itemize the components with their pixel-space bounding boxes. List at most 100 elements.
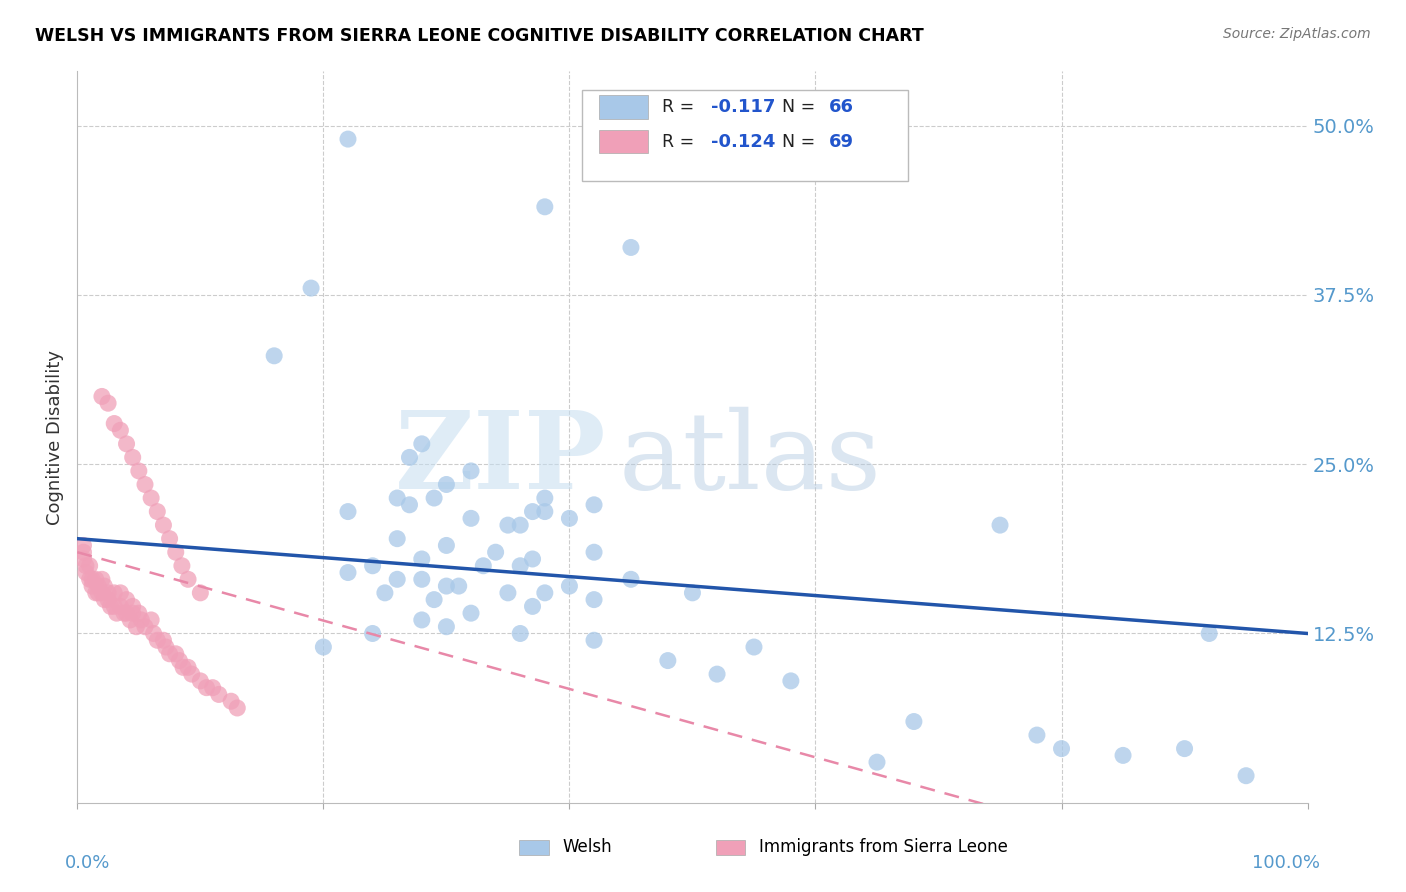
Point <box>90 389 114 403</box>
Point <box>159 647 181 661</box>
Point <box>583 545 606 559</box>
Text: -0.124: -0.124 <box>711 133 775 151</box>
Point <box>436 579 458 593</box>
Point <box>79 558 101 573</box>
Point <box>780 673 803 688</box>
Point <box>534 505 557 519</box>
Point <box>115 606 138 620</box>
Point <box>620 240 643 254</box>
Text: N =: N = <box>782 98 821 116</box>
Point <box>208 688 231 702</box>
Point <box>125 620 148 634</box>
Point <box>105 606 128 620</box>
Point <box>385 491 409 505</box>
Point <box>134 477 156 491</box>
Point <box>398 450 420 465</box>
Point <box>337 566 360 580</box>
Point <box>165 545 187 559</box>
Point <box>97 396 120 410</box>
Point <box>152 518 174 533</box>
Point <box>219 694 242 708</box>
Point <box>312 640 335 654</box>
Point <box>522 552 544 566</box>
Point <box>299 281 322 295</box>
FancyBboxPatch shape <box>599 130 648 153</box>
Point <box>146 633 169 648</box>
Point <box>141 491 163 505</box>
Text: Welsh: Welsh <box>562 838 612 856</box>
Point <box>87 586 110 600</box>
Point <box>177 660 200 674</box>
Point <box>97 586 120 600</box>
Point <box>558 579 581 593</box>
Point <box>165 647 187 661</box>
Point <box>90 572 114 586</box>
Point <box>558 511 581 525</box>
Point <box>1234 769 1257 783</box>
Point <box>903 714 925 729</box>
Y-axis label: Cognitive Disability: Cognitive Disability <box>46 350 65 524</box>
Point <box>128 464 150 478</box>
Point <box>583 592 606 607</box>
Point <box>534 491 557 505</box>
Point <box>263 349 285 363</box>
Text: WELSH VS IMMIGRANTS FROM SIERRA LEONE COGNITIVE DISABILITY CORRELATION CHART: WELSH VS IMMIGRANTS FROM SIERRA LEONE CO… <box>35 27 924 45</box>
Text: 0.0%: 0.0% <box>65 854 111 872</box>
Point <box>361 558 384 573</box>
Point <box>385 532 409 546</box>
Point <box>90 586 114 600</box>
Point <box>411 613 433 627</box>
Point <box>436 477 458 491</box>
Text: 100.0%: 100.0% <box>1251 854 1320 872</box>
Point <box>423 491 446 505</box>
Point <box>103 599 125 614</box>
Point <box>121 606 143 620</box>
Point <box>447 579 470 593</box>
Point <box>583 633 606 648</box>
Point <box>72 538 94 552</box>
Text: -0.117: -0.117 <box>711 98 775 116</box>
Point <box>82 579 104 593</box>
Point <box>172 660 194 674</box>
Text: atlas: atlas <box>619 407 882 512</box>
Point <box>583 498 606 512</box>
Point <box>706 667 728 681</box>
Point <box>657 654 679 668</box>
Point <box>1026 728 1049 742</box>
Point <box>411 552 433 566</box>
Point <box>72 545 94 559</box>
Point <box>100 599 122 614</box>
Point <box>93 592 115 607</box>
Point <box>485 545 508 559</box>
Point <box>188 673 212 688</box>
Point <box>496 586 519 600</box>
Point <box>460 464 482 478</box>
Point <box>411 437 433 451</box>
Point <box>120 613 142 627</box>
Point <box>79 572 101 586</box>
Point <box>110 599 132 614</box>
Point <box>152 633 174 648</box>
Point <box>496 518 519 533</box>
Point <box>522 599 544 614</box>
Point <box>1198 626 1220 640</box>
Point <box>398 498 420 512</box>
Point <box>1050 741 1073 756</box>
Point <box>97 592 120 607</box>
FancyBboxPatch shape <box>599 95 648 119</box>
Point <box>72 552 94 566</box>
Text: Source: ZipAtlas.com: Source: ZipAtlas.com <box>1223 27 1371 41</box>
FancyBboxPatch shape <box>519 840 548 855</box>
Point <box>460 606 482 620</box>
Point <box>75 566 97 580</box>
Point <box>103 417 125 431</box>
Point <box>226 701 249 715</box>
Point <box>110 423 132 437</box>
Point <box>620 572 643 586</box>
Point <box>509 626 531 640</box>
Point <box>385 572 409 586</box>
FancyBboxPatch shape <box>716 840 745 855</box>
Point <box>374 586 396 600</box>
Point <box>337 505 360 519</box>
Point <box>128 606 150 620</box>
